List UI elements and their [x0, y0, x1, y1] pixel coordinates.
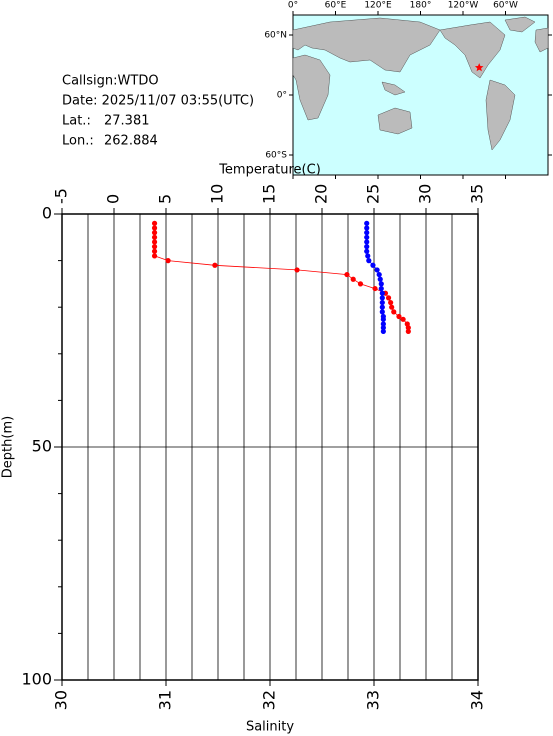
profile-point: [389, 304, 395, 310]
callsign: Callsign:WTDO: [62, 74, 159, 89]
plot-frame: [61, 213, 479, 681]
top-tick-label: 15: [260, 184, 279, 204]
profile-point: [151, 248, 158, 254]
map-x-tick-label: 0°: [288, 1, 298, 11]
profile-point: [378, 285, 384, 292]
map-x-tick-label: 60°E: [325, 1, 347, 11]
bottom-tick-label: 32: [260, 690, 279, 710]
profile-point: [372, 285, 378, 292]
profile-point: [400, 316, 406, 322]
top-axis-label: Temperature(C): [218, 163, 321, 178]
profile-point: [350, 276, 356, 282]
profile-point: [374, 267, 380, 273]
y-tick-label: 0: [42, 204, 52, 223]
top-tick-label: 35: [468, 184, 487, 204]
profile-point: [366, 258, 372, 264]
profile-point: [294, 267, 300, 273]
profile-point: [377, 276, 383, 282]
profile-point: [364, 220, 370, 226]
profile-point: [165, 258, 171, 264]
profile-point: [376, 271, 382, 278]
profile-point: [364, 230, 370, 236]
lon-value: 262.884: [104, 134, 158, 149]
map-x-tick-label: 60°W: [493, 1, 518, 11]
profile-point: [396, 313, 402, 320]
profile-point: [364, 239, 370, 245]
profile-point: [364, 244, 370, 250]
profile-point: [378, 281, 384, 287]
top-tick-label: 25: [364, 184, 383, 204]
profile-point: [365, 253, 371, 259]
profile-point: [380, 316, 386, 322]
profile-point: [379, 290, 385, 296]
profile-point: [379, 304, 385, 310]
bottom-tick-label: 34: [468, 690, 487, 710]
top-tick-label: 20: [312, 184, 331, 204]
top-tick-label: 5: [156, 194, 175, 204]
profile-point: [151, 244, 158, 250]
profile-point: [212, 262, 218, 268]
y-tick-label: 100: [21, 670, 52, 689]
profile-point: [385, 295, 392, 301]
top-tick-label: 10: [208, 184, 227, 204]
profile-point: [380, 328, 386, 335]
profile-point: [405, 328, 411, 335]
profile-point: [379, 309, 385, 315]
bottom-tick-label: 33: [364, 690, 383, 710]
map-land: [292, 16, 549, 151]
profile-point: [151, 239, 158, 245]
lat-label: Lat.:: [62, 114, 91, 129]
map-x-tick-label: 120°E: [364, 1, 392, 11]
profile-point: [380, 321, 386, 327]
profile-point: [370, 262, 376, 268]
profile-point: [151, 230, 158, 236]
profile-point: [380, 325, 386, 331]
map-y-tick-label: 0°: [277, 91, 287, 101]
profile-point: [151, 220, 158, 226]
profile-line: [154, 223, 409, 332]
profile-point: [405, 325, 411, 331]
lat-value: 27.381: [104, 114, 150, 129]
map-x-tick-label: 120°W: [448, 1, 479, 11]
top-tick-label: 0: [104, 194, 123, 204]
bottom-tick-label: 30: [52, 690, 71, 710]
position-marker: [474, 63, 484, 72]
top-tick-label: 30: [416, 184, 435, 204]
date: Date: 2025/11/07 03:55(UTC): [62, 94, 254, 109]
y-axis-label: Depth(m): [1, 416, 16, 478]
profile-point: [364, 234, 370, 240]
map-y-tick-label: 60°N: [264, 31, 287, 41]
bottom-tick-label: 31: [156, 690, 175, 710]
profile-point: [364, 225, 370, 231]
map-x-tick-label: 180°: [410, 1, 432, 11]
profile-point: [379, 299, 385, 306]
profile-point: [357, 281, 364, 287]
profile-point: [151, 225, 158, 231]
profile-point: [344, 271, 350, 278]
profile-point: [391, 309, 397, 315]
lon-label: Lon.:: [62, 134, 94, 149]
top-tick-label: -5: [52, 188, 71, 204]
profile-point: [364, 248, 370, 254]
profile-point: [379, 295, 385, 301]
map-y-tick-label: 60°S: [265, 151, 287, 161]
profile-point: [151, 253, 158, 259]
bottom-axis-label: Salinity: [246, 720, 294, 735]
profile-point: [388, 299, 394, 306]
y-tick-label: 50: [32, 437, 52, 456]
profile-point: [151, 234, 158, 240]
